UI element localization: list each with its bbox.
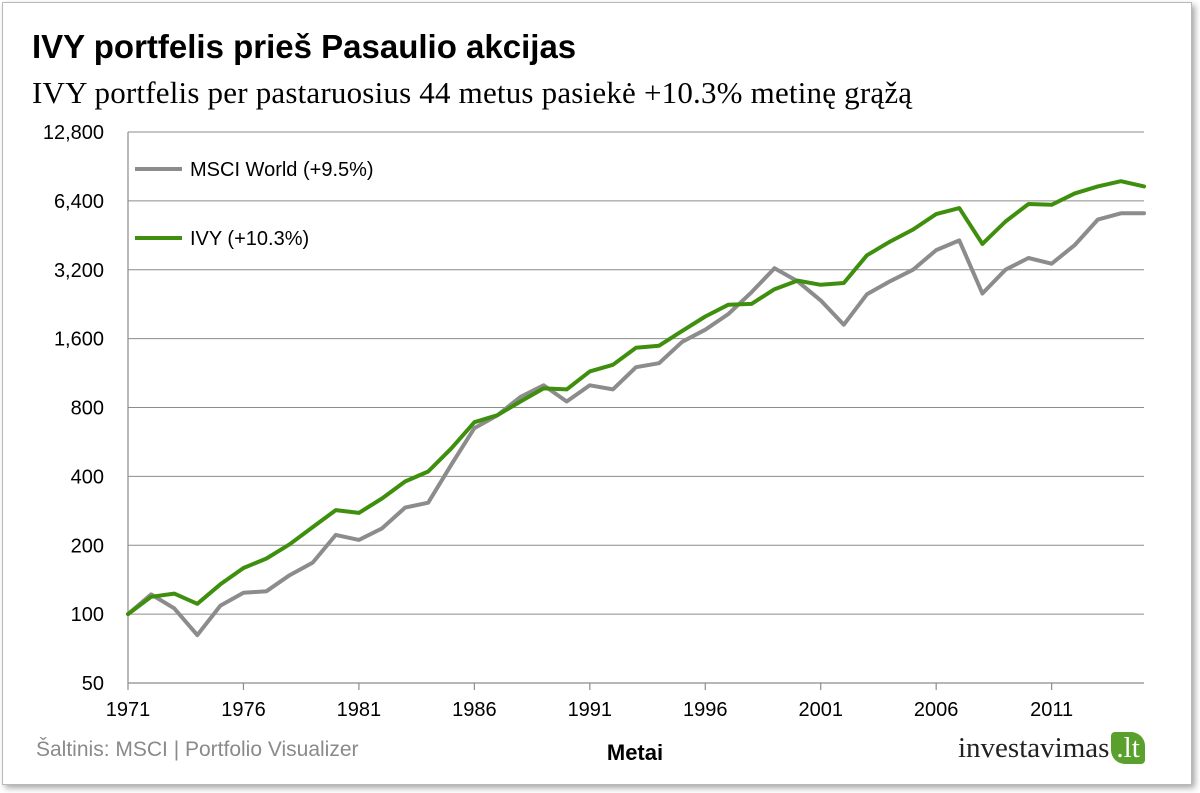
- axes: 50 100 200 400 800 1,600 3,200 6,400 12,800 1971 1…: [43, 122, 1144, 721]
- series-line-msci: [126, 211, 1146, 638]
- gridlines: [128, 131, 1144, 615]
- legend-label-ivy: IVY (+10.3%): [190, 228, 309, 250]
- y-tick-label: 3,200: [54, 260, 104, 282]
- x-tick-label: 2006: [914, 699, 959, 721]
- y-tick-label: 400: [71, 466, 104, 488]
- chart-title: IVY portfelis prieš Pasaulio akcijas: [32, 28, 577, 65]
- x-tick-label: 2011: [1030, 699, 1073, 721]
- chart-subtitle: IVY portfelis per pastaruosius 44 metus …: [32, 75, 913, 110]
- y-tick-label: 50: [82, 673, 104, 695]
- x-tick-label: 1971: [106, 699, 151, 721]
- brand-logo: investavimas .lt: [958, 732, 1145, 765]
- x-tick-label: 2001: [798, 699, 843, 721]
- source-note: Šaltinis: MSCI | Portfolio Visualizer: [36, 738, 359, 761]
- x-tick-label: 1996: [683, 699, 728, 721]
- brand-name: investavimas: [958, 732, 1110, 764]
- x-tick-label: 1991: [568, 699, 613, 721]
- x-tick-label: 1986: [452, 699, 497, 721]
- y-tick-label: 800: [71, 398, 104, 420]
- series-lines: [126, 179, 1146, 638]
- y-tick-label: 12,800: [43, 122, 104, 144]
- series-line-ivy: [126, 179, 1146, 617]
- y-tick-label: 200: [71, 535, 104, 557]
- y-tick-label: 6,400: [54, 191, 104, 213]
- x-axis-label: Metai: [607, 740, 663, 765]
- x-tick-label: 1981: [337, 699, 382, 721]
- brand-tld: .lt: [1111, 732, 1145, 764]
- legend: MSCI World (+9.5%) IVY (+10.3%): [135, 159, 374, 250]
- legend-label-msci: MSCI World (+9.5%): [190, 159, 374, 181]
- y-tick-label: 1,600: [54, 329, 104, 351]
- y-tick-label: 100: [71, 604, 104, 626]
- x-tick-label: 1976: [221, 699, 266, 721]
